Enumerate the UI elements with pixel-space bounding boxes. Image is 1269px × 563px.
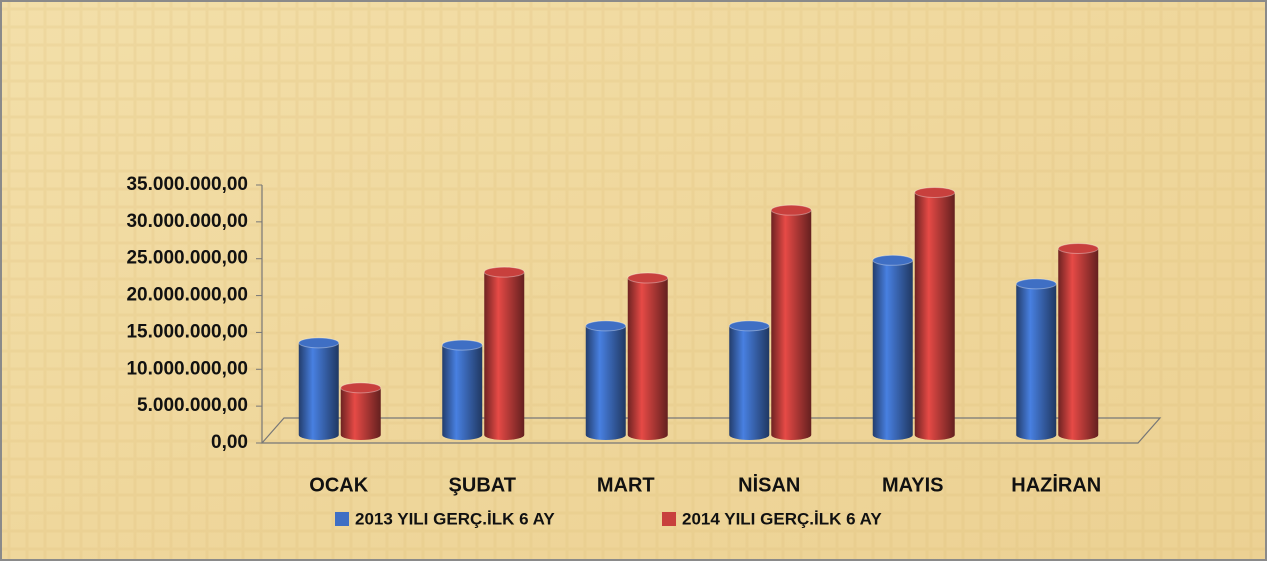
- bar: [484, 272, 525, 440]
- y-tick-label: 10.000.000,00: [126, 358, 248, 379]
- y-tick-label: 35.000.000,00: [126, 174, 248, 195]
- bar-top: [914, 186, 956, 198]
- legend-swatch: [335, 512, 349, 526]
- bar: [1016, 283, 1057, 440]
- x-tick-label: NİSAN: [738, 473, 800, 496]
- bar: [298, 342, 339, 440]
- bar-top: [441, 339, 483, 351]
- x-tick-label: ŞUBAT: [449, 474, 516, 496]
- y-tick-label: 25.000.000,00: [126, 248, 248, 269]
- bar: [771, 210, 812, 440]
- bar-top: [585, 320, 627, 332]
- legend-label: 2013 YILI GERÇ.İLK 6 AY: [355, 509, 555, 528]
- y-tick-label: 15.000.000,00: [126, 321, 248, 342]
- legend-swatch: [662, 512, 676, 526]
- bar-top: [770, 204, 812, 216]
- bar-top: [1015, 278, 1057, 290]
- bar: [1058, 248, 1099, 440]
- y-tick-label: 20.000.000,00: [126, 285, 248, 306]
- y-tick-label: 30.000.000,00: [126, 211, 248, 232]
- x-tick-label: OCAK: [309, 474, 368, 496]
- bar: [340, 387, 381, 440]
- bar-top: [728, 320, 770, 332]
- x-tick-label: MAYIS: [882, 474, 944, 496]
- bar: [442, 345, 483, 440]
- bar-top: [627, 272, 669, 284]
- bar: [872, 260, 913, 440]
- bar-top: [872, 254, 914, 266]
- bar: [627, 277, 668, 440]
- bar-top: [1057, 243, 1099, 255]
- bar: [729, 325, 770, 440]
- x-tick-label: HAZİRAN: [1011, 473, 1101, 496]
- bar-top: [298, 337, 340, 349]
- floor: [260, 417, 1162, 444]
- bar-top: [483, 266, 525, 278]
- y-tick-label: 0,00: [211, 432, 248, 453]
- bar: [914, 192, 955, 440]
- bar: [585, 325, 626, 440]
- y-tick-label: 5.000.000,00: [137, 395, 248, 416]
- legend-label: 2014 YILI GERÇ.İLK 6 AY: [682, 509, 882, 528]
- x-tick-label: MART: [597, 474, 655, 496]
- bar-top: [340, 382, 382, 394]
